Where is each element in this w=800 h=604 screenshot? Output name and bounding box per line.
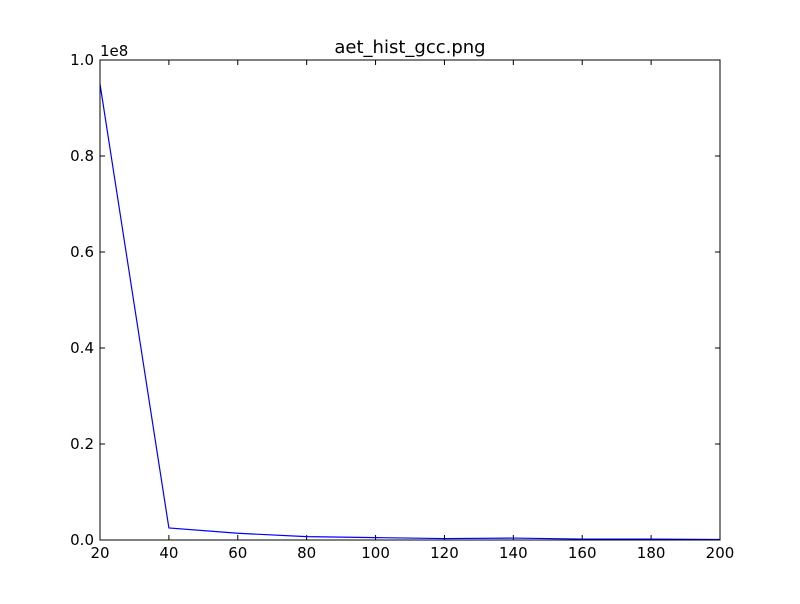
x-tick-label: 180 [637, 544, 666, 562]
x-tick-label: 140 [499, 544, 528, 562]
y-tick-label: 0.4 [70, 339, 94, 357]
x-tick-label: 80 [297, 544, 316, 562]
x-tick-label: 160 [568, 544, 597, 562]
chart-title: aet_hist_gcc.png [334, 37, 485, 58]
y-tick-label: 0.8 [70, 147, 94, 165]
y-tick-label: 0.2 [70, 435, 94, 453]
series-line [99, 83, 721, 541]
x-tick-label: 20 [90, 544, 109, 562]
axis-ticks: 20 40 60 80 100 120 140 160 180 200 0.0 0.2 0.4 0.6 0.… [70, 51, 734, 562]
x-tick-label: 200 [706, 544, 735, 562]
x-tick-label: 120 [430, 544, 459, 562]
x-tick-label: 100 [361, 544, 390, 562]
y-tick-label: 1.0 [70, 51, 94, 69]
x-tick-label: 60 [228, 544, 247, 562]
series-layer [99, 83, 721, 541]
plot-area-frame [99, 59, 721, 541]
x-tick-label: 40 [159, 544, 178, 562]
y-tick-label: 0.0 [70, 531, 94, 549]
y-tick-label: 0.6 [70, 243, 94, 261]
y-axis-multiplier-label: 1e8 [100, 42, 128, 60]
